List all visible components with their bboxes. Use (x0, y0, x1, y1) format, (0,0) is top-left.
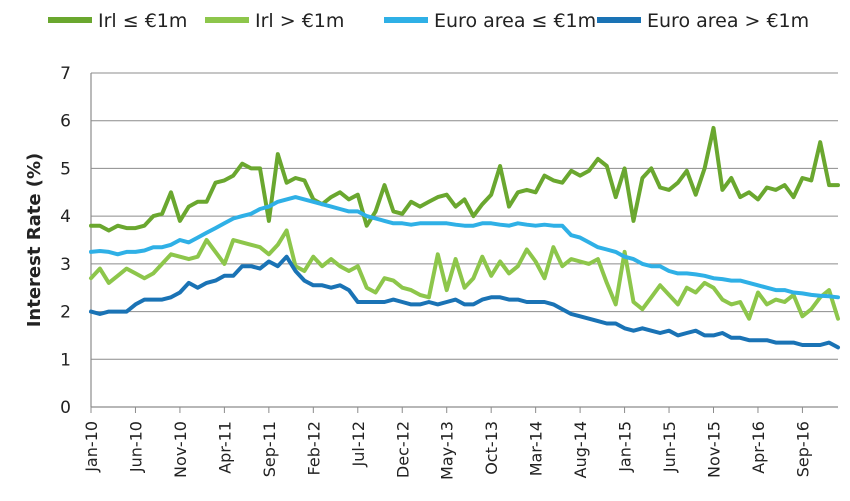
series-lines (89, 125, 840, 350)
x-tick-label: Jan-10 (82, 421, 101, 473)
x-tick-label: Jun-15 (660, 421, 679, 473)
y-tick-label: 5 (60, 159, 71, 179)
x-tick-label: Apr-16 (749, 421, 768, 474)
x-tick-label: Oct-13 (482, 421, 501, 475)
x-tick-label: Sep-16 (793, 421, 812, 477)
legend-label: Irl ≤ €1m (98, 10, 187, 32)
x-tick-label: Aug-14 (571, 421, 590, 478)
y-tick-label: 0 (60, 398, 71, 418)
x-tick-label: Jan-15 (616, 421, 635, 473)
legend: Irl ≤ €1m Irl > €1m Euro area ≤ €1m Euro ar… (48, 10, 809, 32)
y-tick-label: 2 (60, 303, 71, 323)
x-tick-label: Feb-12 (304, 421, 323, 475)
gridlines (91, 72, 838, 360)
y-axis-label: Interest Rate (%) (24, 153, 45, 328)
legend-label: Irl > €1m (255, 10, 344, 32)
x-tick-label: Sep-11 (260, 421, 279, 477)
x-tick-label: Jun-10 (126, 421, 145, 473)
x-tick-labels: Jan-10 Jun-10 Nov-10 Apr-11 Sep-11 Feb-12 Jul-… (82, 421, 812, 480)
x-tick-label: Nov-15 (705, 421, 724, 478)
series-line-1 (89, 125, 840, 233)
legend-label: Euro area ≤ €1m (434, 10, 596, 32)
y-tick-label: 6 (60, 112, 71, 132)
y-tick-label: 3 (60, 255, 71, 275)
series-line-4 (89, 254, 840, 350)
series-line-2 (89, 228, 840, 321)
series-line-3 (89, 195, 840, 300)
y-tick-label: 7 (60, 64, 71, 84)
y-tick-label: 4 (60, 207, 71, 227)
x-tick-label: Dec-12 (393, 421, 412, 478)
x-tick-label: Apr-11 (215, 421, 234, 474)
x-tick-label: Nov-10 (171, 421, 190, 478)
legend-label: Euro area > €1m (647, 10, 809, 32)
y-tick-label: 1 (60, 350, 71, 370)
x-tick-label: May-13 (438, 421, 457, 480)
x-tick-label: Mar-14 (527, 421, 546, 476)
x-tick-label: Jul-12 (349, 421, 368, 467)
y-tick-labels: 0 1 2 3 4 5 6 7 (60, 64, 71, 418)
axes (90, 73, 838, 413)
